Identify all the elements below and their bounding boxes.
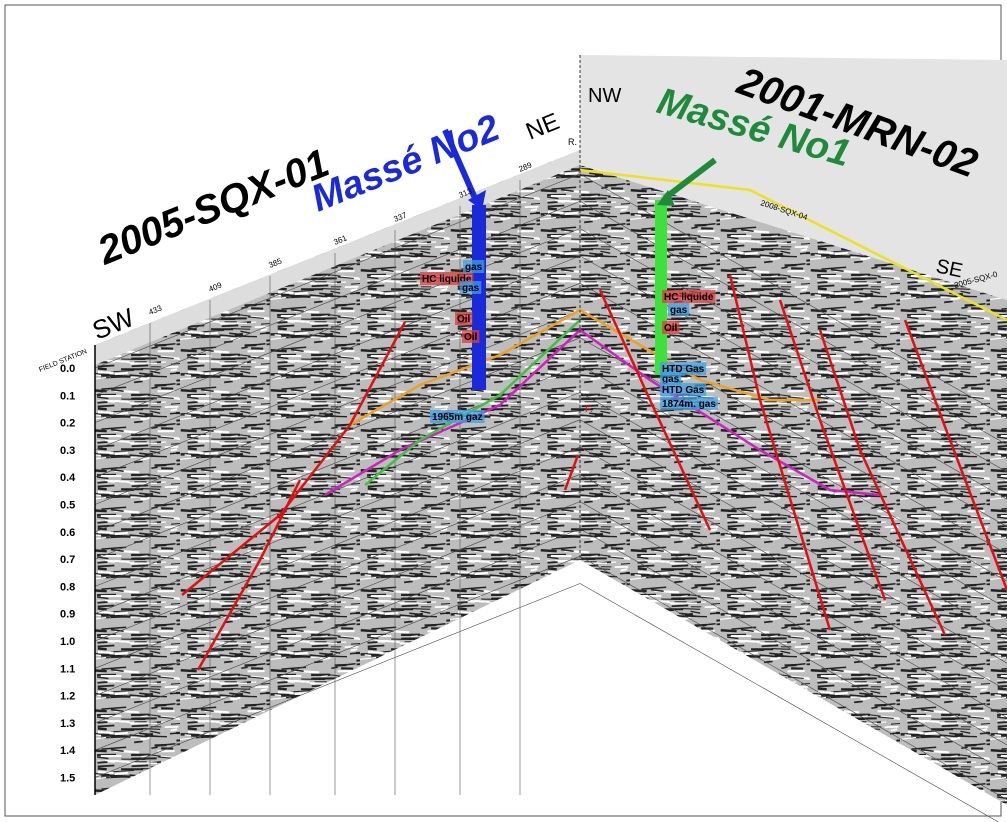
well-annotation: Oil — [457, 314, 471, 325]
annotation-box — [660, 362, 707, 375]
well-annotation: 1874m. gas — [662, 399, 716, 410]
annotation-box — [660, 397, 718, 410]
time-label: 1.5 — [60, 773, 75, 785]
time-line — [94, 474, 581, 669]
annotation-box — [662, 290, 716, 303]
well-annotation: gas — [462, 283, 480, 294]
annotation-box — [460, 281, 482, 294]
well-annotation: HTD Gas — [662, 385, 705, 396]
faults — [181, 274, 1007, 671]
well-annotation: Oil — [464, 332, 478, 343]
time-label: 0.3 — [60, 445, 75, 457]
well-annotation: gas — [465, 262, 483, 273]
arrow-head — [657, 190, 675, 206]
direction: SE — [934, 255, 965, 282]
time-line — [579, 337, 1007, 582]
well-massé-no2 — [472, 205, 486, 390]
well-massé-no1 — [655, 200, 667, 375]
well-annotation: HC liquide — [664, 292, 714, 303]
time-line — [94, 501, 581, 696]
time-line — [94, 310, 581, 505]
time-line — [94, 392, 581, 587]
time-line — [579, 282, 1007, 527]
well-annotation: gas — [670, 305, 688, 316]
time-line — [94, 555, 581, 751]
time-line — [579, 555, 1007, 800]
time-label: 0.7 — [60, 554, 75, 566]
time-line — [94, 228, 581, 423]
well-annotation: Oil — [664, 323, 678, 334]
time-label: 0.9 — [60, 609, 75, 621]
time-line — [579, 446, 1007, 691]
direction: NE — [522, 108, 563, 146]
right-panel — [580, 165, 1007, 805]
section-title: 2005-SQX-01 — [91, 141, 335, 274]
corner-label: R. — [568, 137, 577, 147]
arrow-head — [468, 190, 486, 210]
annotation-box — [660, 372, 682, 385]
time-line — [94, 255, 581, 451]
time-line — [94, 282, 581, 478]
time-line — [94, 337, 581, 533]
well-arrow — [442, 128, 481, 207]
annotation-box — [660, 383, 707, 396]
time-label: 0.5 — [60, 500, 75, 512]
time-label: 1.0 — [60, 636, 75, 648]
time-label: 1.4 — [60, 745, 76, 757]
right-header — [580, 55, 1007, 300]
annotation-box — [455, 312, 473, 325]
time-line — [94, 364, 581, 560]
annotation-box — [430, 410, 485, 423]
time-line — [94, 446, 581, 642]
time-label: 1.3 — [60, 718, 75, 730]
annotation-box — [668, 303, 690, 316]
annotation-box — [662, 321, 680, 334]
time-line — [579, 173, 1007, 418]
time-line — [94, 201, 581, 396]
fault-label: F. — [585, 404, 593, 415]
time-line — [579, 364, 1007, 609]
station-label: 433 — [147, 303, 163, 317]
well-annotation: HC liquide — [422, 274, 472, 285]
well-annotation: gas — [662, 374, 680, 385]
annotation-box — [462, 330, 480, 343]
left-header — [95, 150, 580, 365]
well-annotation: HTD Gas — [662, 364, 705, 375]
time-line — [94, 419, 581, 614]
time-label: 1.1 — [60, 663, 75, 675]
time-label: 0.8 — [60, 581, 75, 593]
station-label: 409 — [207, 280, 223, 294]
station-label: 385 — [267, 256, 283, 270]
time-line — [579, 228, 1007, 473]
well-annotation: 1965m gaz — [432, 412, 483, 423]
time-label: 0.4 — [60, 472, 76, 484]
direction: NW — [588, 85, 621, 107]
time-label: 0.6 — [60, 527, 75, 539]
time-line — [579, 501, 1007, 746]
time-line — [579, 528, 1007, 773]
time-line — [94, 583, 581, 778]
time-label: 0.0 — [60, 363, 75, 375]
well-arrow — [663, 157, 717, 201]
time-label: 0.1 — [60, 390, 75, 402]
time-label: 0.2 — [60, 418, 75, 430]
time-line — [579, 419, 1007, 664]
time-label: 1.2 — [60, 691, 75, 703]
annotation-box — [463, 260, 485, 273]
time-line — [94, 173, 581, 369]
time-line — [579, 474, 1007, 718]
time-line — [94, 528, 581, 724]
time-line — [579, 255, 1007, 500]
time-line — [579, 583, 1000, 822]
